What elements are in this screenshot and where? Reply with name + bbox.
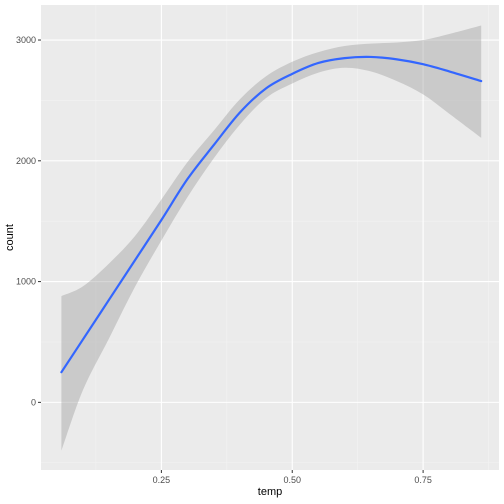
x-tick-label: 0.25 — [153, 475, 171, 485]
x-tick-label: 0.50 — [283, 475, 301, 485]
y-tick-label: 0 — [31, 397, 36, 407]
x-axis-title: temp — [258, 486, 282, 498]
x-tick-label: 0.75 — [414, 475, 432, 485]
y-axis-title: count — [4, 224, 16, 251]
y-tick-label: 3000 — [16, 35, 36, 45]
y-tick-label: 2000 — [16, 156, 36, 166]
y-tick-label: 1000 — [16, 277, 36, 287]
